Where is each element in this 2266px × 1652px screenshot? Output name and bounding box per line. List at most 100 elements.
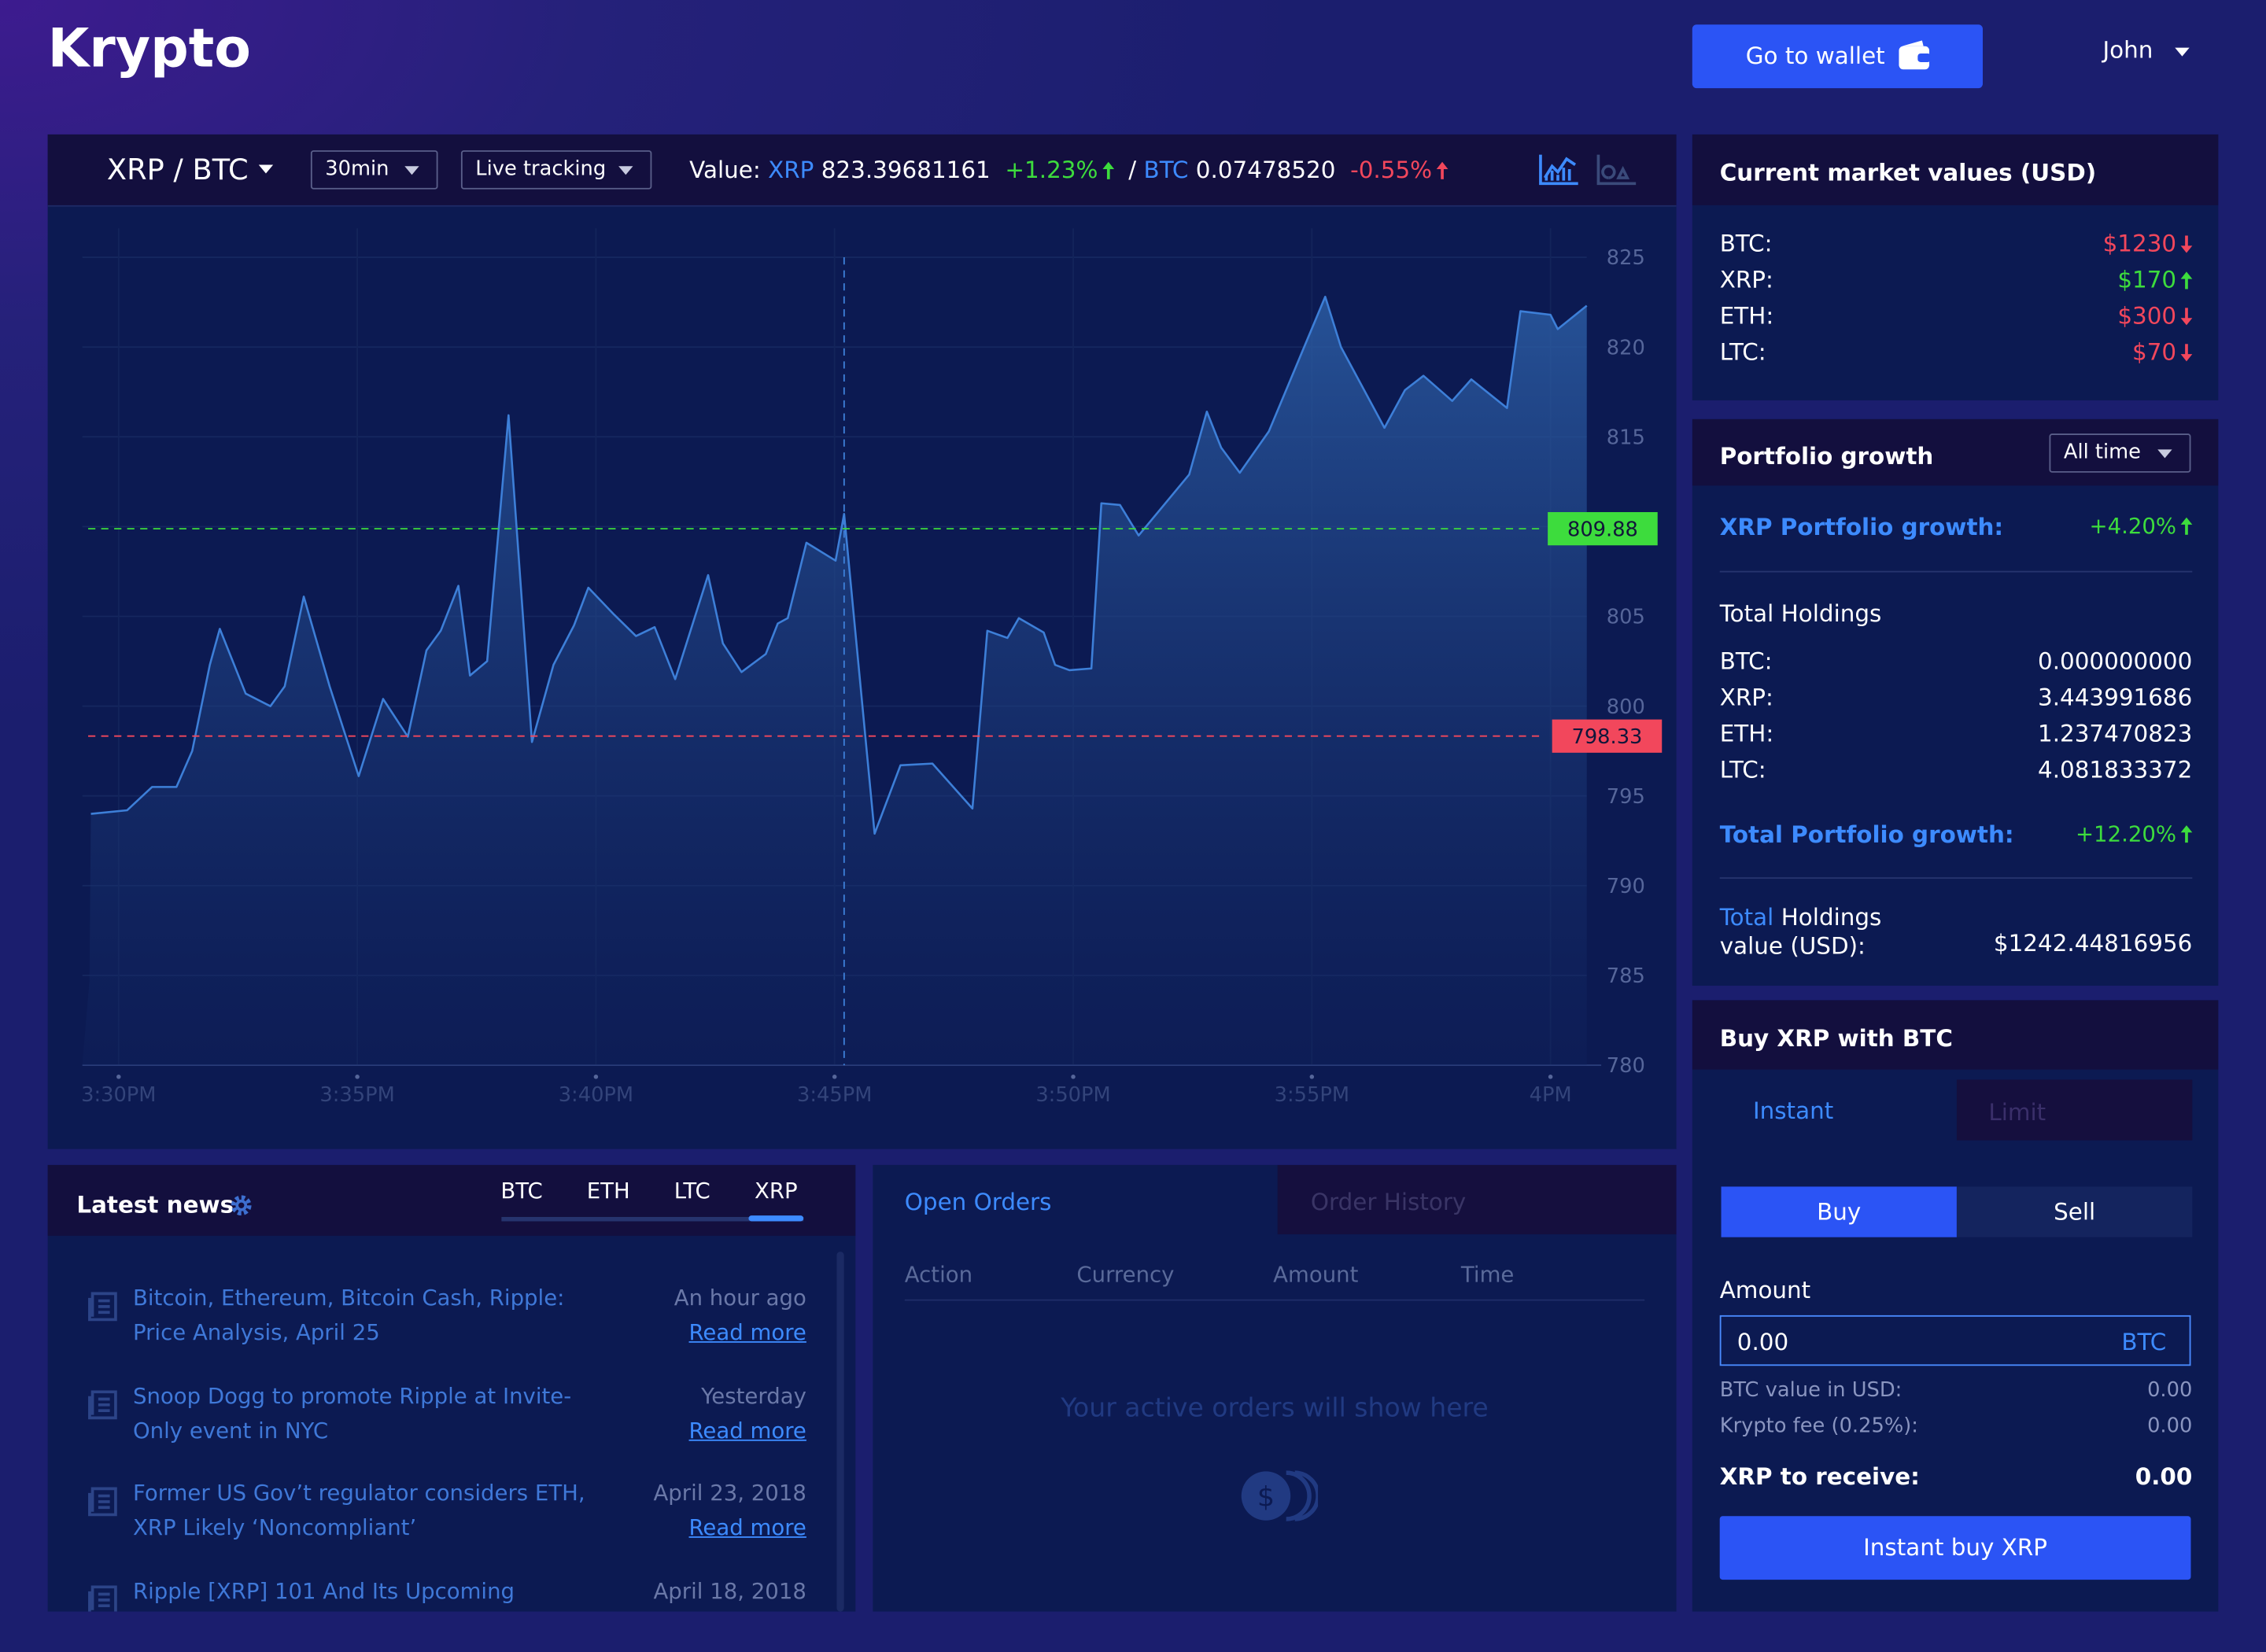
column-header: Time xyxy=(1460,1261,1515,1289)
trend-arrow xyxy=(2180,517,2193,535)
news-tab[interactable]: LTC xyxy=(674,1178,710,1204)
tab-limit[interactable]: Limit xyxy=(1956,1079,2193,1141)
chart-type-candle-icon[interactable] xyxy=(1596,152,1639,186)
holding-coin: LTC: xyxy=(1719,755,1766,784)
portfolio-panel: Portfolio growth All time XRP Portfolio … xyxy=(1692,419,2219,986)
y-tick-label: 825 xyxy=(1607,246,1645,270)
y-tick-label: 815 xyxy=(1607,426,1645,449)
active-tab-indicator xyxy=(748,1215,804,1222)
trend-arrow xyxy=(2180,825,2193,843)
caret xyxy=(404,166,419,175)
divider xyxy=(1719,570,2193,573)
user-menu[interactable]: John xyxy=(2102,36,2153,64)
tab-order-history[interactable]: Order History xyxy=(1277,1164,1677,1235)
wallet-icon xyxy=(1899,40,1931,70)
news-tab[interactable]: ETH xyxy=(586,1178,630,1204)
receive-value: 0.00 xyxy=(2135,1462,2193,1491)
info-label: Krypto fee (0.25%): xyxy=(1719,1414,1918,1439)
news-icon xyxy=(88,1292,117,1322)
panel-header: Latest news BTC ETH LTC XRP xyxy=(47,1164,856,1236)
panel-header: Portfolio growth All time xyxy=(1692,419,2219,486)
caret xyxy=(618,166,633,175)
x-tick-mark xyxy=(355,1075,360,1079)
holdings-value-label: Total Holdings value (USD): xyxy=(1720,903,1908,961)
scrollbar[interactable] xyxy=(836,1252,844,1612)
mode-select[interactable]: Live tracking xyxy=(460,150,652,190)
range-label: All time xyxy=(2063,441,2142,464)
value-label: Value: xyxy=(689,156,761,184)
tab-instant[interactable]: Instant xyxy=(1752,1097,1834,1125)
reference-label-box xyxy=(1548,511,1658,546)
wallet-button[interactable]: Go to wallet xyxy=(1692,24,1983,89)
news-time: Yesterday xyxy=(701,1382,806,1409)
holding-coin: XRP: xyxy=(1719,684,1773,711)
xrp-growth-label: XRP Portfolio growth: xyxy=(1719,513,2004,541)
reference-label-box xyxy=(1552,719,1663,753)
sell-toggle[interactable]: Sell xyxy=(1956,1186,2193,1237)
tab-open-orders[interactable]: Open Orders xyxy=(904,1188,1052,1216)
news-icon xyxy=(88,1487,117,1517)
amount-input[interactable]: 0.00 BTC xyxy=(1719,1315,2191,1366)
news-icon xyxy=(88,1389,117,1419)
btc-symbol: BTC xyxy=(1143,156,1189,184)
buy-toggle[interactable]: Buy xyxy=(1721,1186,1957,1237)
coin-value: $300 xyxy=(2117,301,2193,330)
info-label: BTC value in USD: xyxy=(1719,1378,1902,1403)
wallet-button-label: Go to wallet xyxy=(1745,42,1885,70)
x-tick-label: 3:35PM xyxy=(319,1083,394,1107)
holding-amount: 3.443991686 xyxy=(2037,684,2193,711)
user-name: John xyxy=(2102,35,2153,64)
btc-change-text: -0.55% xyxy=(1350,156,1433,184)
x-tick-mark xyxy=(832,1075,837,1079)
reference-label: 798.33 xyxy=(1571,725,1642,749)
holdings-title: Total Holdings xyxy=(1719,599,1882,628)
svg-text:$: $ xyxy=(1257,1481,1275,1513)
settings-icon[interactable] xyxy=(230,1194,253,1217)
news-headline[interactable]: Snoop Dogg to promote Ripple at Invite-O… xyxy=(132,1382,572,1444)
panel-title: Latest news xyxy=(76,1190,234,1219)
x-tick-label: 3:50PM xyxy=(1035,1083,1110,1107)
x-tick-mark xyxy=(1071,1075,1076,1079)
range-select[interactable]: All time xyxy=(2049,433,2191,473)
pair-selector[interactable]: XRP / BTC xyxy=(106,151,249,187)
interval-select[interactable]: 30min xyxy=(310,150,438,190)
read-more[interactable]: Read more xyxy=(688,1417,806,1444)
total-growth: +12.20% xyxy=(2075,820,2193,847)
read-more[interactable]: Read more xyxy=(688,1319,806,1346)
news-headline[interactable]: Ripple [XRP] 101 And Its Upcoming xyxy=(132,1577,515,1604)
news-headline[interactable]: Former US Gov’t regulator considers ETH,… xyxy=(132,1480,585,1541)
value-text: $70 xyxy=(2132,337,2177,366)
toggle-label: Sell xyxy=(2054,1198,2096,1226)
instant-buy-button[interactable]: Instant buy XRP xyxy=(1719,1516,2191,1580)
area-fill xyxy=(82,297,1587,1066)
column-header: Currency xyxy=(1076,1261,1175,1289)
caret xyxy=(2157,449,2172,459)
total-growth-label: Total Portfolio growth: xyxy=(1719,820,2014,849)
btc-value: 0.07478520 xyxy=(1195,156,1336,184)
value-text: $170 xyxy=(2117,266,2177,293)
mode-label: Live tracking xyxy=(475,157,607,181)
news-headline[interactable]: Bitcoin, Ethereum, Bitcoin Cash, Ripple:… xyxy=(132,1285,565,1346)
x-tick-label: 3:30PM xyxy=(81,1083,156,1107)
read-more[interactable]: Read more xyxy=(688,1514,806,1541)
btc-change: -0.55% xyxy=(1350,156,1449,184)
value-summary: Value: XRP 823.39681161 +1.23% / BTC 0.0… xyxy=(689,156,1449,184)
interval-label: 30min xyxy=(325,157,389,181)
panel-header: Buy XRP with BTC xyxy=(1692,1000,2219,1070)
news-time: April 18, 2018 xyxy=(653,1577,806,1604)
total-growth-value: +12.20% xyxy=(2075,820,2177,847)
chart-type-line-icon[interactable] xyxy=(1537,152,1581,186)
news-time: April 23, 2018 xyxy=(653,1480,806,1506)
y-tick-label: 805 xyxy=(1607,606,1645,629)
trend-arrow xyxy=(2180,271,2193,289)
label-part: Total xyxy=(1719,903,1774,931)
chart-panel: XRP / BTC 30min Live tracking Value: XRP… xyxy=(47,134,1677,1149)
trend-arrow xyxy=(2180,344,2193,362)
info-value: 0.00 xyxy=(2147,1378,2193,1403)
user-caret xyxy=(2175,47,2190,57)
separator: / xyxy=(1128,156,1137,184)
news-tab[interactable]: BTC xyxy=(500,1178,543,1204)
value-text: $300 xyxy=(2117,301,2177,330)
news-tab[interactable]: XRP xyxy=(755,1178,798,1204)
